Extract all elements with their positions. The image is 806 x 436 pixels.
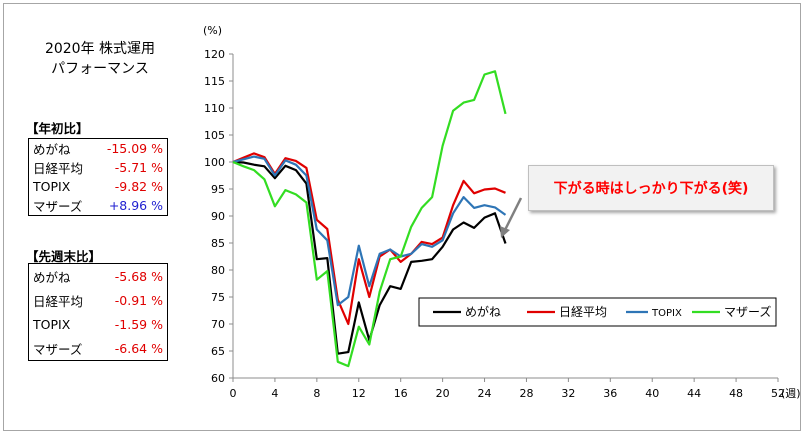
- ytd-table: めがね -15.09 % 日経平均 -5.71 % TOPIX -9.82 % マザー…: [28, 138, 168, 216]
- x-tick-label: 0: [230, 387, 237, 400]
- wow-table: めがね -5.68 % 日経平均 -0.91 % TOPIX -1.59 % マザーズ…: [28, 263, 168, 361]
- y-tick-label: 85: [211, 237, 225, 250]
- table-row: TOPIX -1.59 %: [29, 312, 168, 336]
- row-name: TOPIX: [33, 179, 71, 194]
- y-unit-label: (%): [203, 24, 222, 37]
- table-row: 日経平均 -5.71 %: [29, 158, 168, 177]
- summary-title-line1: 2020年 株式運用: [44, 41, 156, 57]
- x-tick-label: 52: [771, 387, 785, 400]
- series-line-mothers: [232, 70, 507, 368]
- y-tick-label: 120: [204, 48, 225, 61]
- x-tick-label: 32: [561, 387, 575, 400]
- row-value: -15.09 %: [106, 141, 163, 156]
- x-tick-label: 20: [436, 387, 450, 400]
- table-row: 日経平均 -0.91 %: [29, 288, 168, 312]
- x-tick-label: 12: [352, 387, 366, 400]
- x-tick-label: 24: [478, 387, 492, 400]
- row-name: めがね: [33, 269, 71, 285]
- row-value: -9.82 %: [114, 179, 163, 194]
- x-tick-label: 40: [645, 387, 659, 400]
- table-row: めがね -5.68 %: [29, 264, 168, 289]
- arrow-head: [500, 226, 510, 238]
- table-row: マザーズ -6.64 %: [29, 336, 168, 361]
- row-name: マザーズ: [33, 199, 83, 214]
- legend-label-mothers: マザーズ: [724, 304, 771, 319]
- figure-frame: [3, 3, 801, 431]
- row-value: -6.64 %: [114, 340, 163, 356]
- row-name: 日経平均: [33, 293, 84, 309]
- row-value: -5.71 %: [114, 160, 163, 175]
- y-tick-label: 80: [211, 264, 225, 277]
- table-row: TOPIX -9.82 %: [29, 177, 168, 196]
- row-name: めがね: [33, 142, 71, 157]
- row-name: マザーズ: [33, 341, 83, 357]
- y-tick-label: 90: [211, 210, 225, 223]
- x-unit-label: (週): [781, 387, 801, 400]
- x-tick-label: 48: [729, 387, 743, 400]
- y-tick-label: 110: [204, 102, 225, 115]
- y-tick-label: 75: [211, 291, 225, 304]
- row-value: -0.91 %: [114, 292, 163, 308]
- y-tick-label: 115: [204, 75, 225, 88]
- ytd-label: 【年初比】: [26, 121, 89, 136]
- row-name: 日経平均: [33, 161, 84, 176]
- x-tick-label: 8: [313, 387, 320, 400]
- y-tick-label: 95: [211, 183, 225, 196]
- x-tick-label: 16: [394, 387, 408, 400]
- summary-title-line2: パフォーマンス: [51, 61, 149, 77]
- x-tick-label: 28: [519, 387, 533, 400]
- arrow-shaft: [503, 197, 523, 231]
- y-tick-label: 65: [211, 345, 225, 358]
- y-tick-label: 70: [211, 318, 225, 331]
- x-tick-label: 4: [271, 387, 278, 400]
- legend-label-nikkei: 日経平均: [559, 305, 607, 319]
- legend-label-megane: めがね: [465, 304, 501, 319]
- y-tick-label: 100: [204, 156, 225, 169]
- wow-label: 【先週末比】: [26, 249, 102, 264]
- row-value: -1.59 %: [114, 316, 163, 332]
- x-tick-label: 44: [687, 387, 701, 400]
- x-tick-label: 36: [603, 387, 617, 400]
- row-name: TOPIX: [33, 316, 71, 332]
- table-row: マザーズ +8.96 %: [29, 196, 168, 216]
- series-line-topix: [232, 155, 507, 307]
- legend-label-topix: TOPIX: [651, 308, 682, 319]
- row-value: -5.68 %: [114, 268, 163, 284]
- y-tick-label: 105: [204, 129, 225, 142]
- row-value: +8.96 %: [108, 198, 163, 213]
- chart-series: [232, 70, 507, 368]
- table-row: めがね -15.09 %: [29, 139, 168, 159]
- y-tick-label: 60: [211, 372, 225, 385]
- callout-box: 下がる時はしっかり下がる(笑): [528, 165, 774, 211]
- chart-legend: めがね 日経平均 TOPIX マザーズ: [418, 297, 777, 327]
